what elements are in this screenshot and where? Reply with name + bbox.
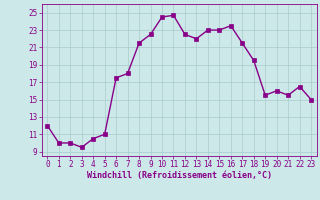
X-axis label: Windchill (Refroidissement éolien,°C): Windchill (Refroidissement éolien,°C) [87, 171, 272, 180]
